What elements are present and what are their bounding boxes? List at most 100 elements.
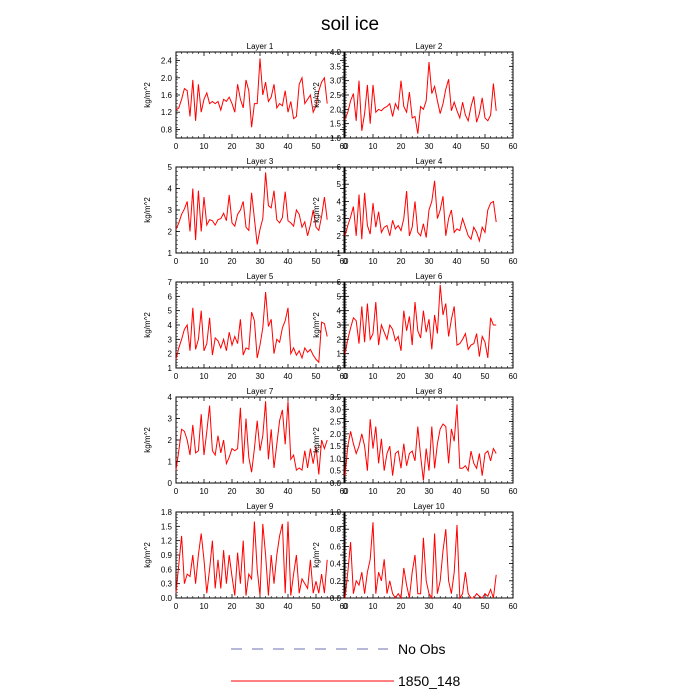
y-tick-label: 0.3 (161, 580, 173, 589)
x-tick-label: 10 (200, 142, 209, 151)
x-tick-label: 20 (228, 602, 237, 611)
y-tick-label: 1 (168, 458, 173, 467)
y-axis-label: kg/m^2 (312, 312, 321, 338)
panel-layer-2: Layer 2kg/m^20 10 20 30 40 50 601.01.52.02.53.… (312, 42, 518, 151)
x-tick-label: 10 (369, 142, 378, 151)
x-tick-label: 50 (312, 257, 321, 266)
y-tick-label: 3.0 (330, 405, 342, 414)
y-tick-label: 5 (168, 163, 173, 172)
y-tick-label: 3.5 (330, 393, 342, 402)
x-tick-label: 30 (256, 487, 265, 496)
x-tick-label: 20 (228, 142, 237, 151)
y-tick-label: 0.6 (161, 565, 173, 574)
x-tick-label: 10 (200, 257, 209, 266)
y-tick-label: 2.5 (330, 418, 342, 427)
x-tick-label: 50 (481, 257, 490, 266)
y-tick-label: 0.2 (330, 577, 342, 586)
legend: No Obs 1850_148 (231, 641, 461, 689)
x-tick-label: 0 (174, 257, 179, 266)
series-line-1850-148 (175, 58, 328, 128)
x-tick-label: 50 (312, 602, 321, 611)
x-tick-label: 50 (481, 142, 490, 151)
x-tick-label: 10 (200, 602, 209, 611)
y-tick-label: 0.4 (330, 560, 342, 569)
y-tick-label: 1 (337, 249, 342, 258)
y-axis-label: kg/m^2 (143, 197, 152, 223)
x-tick-label: 60 (340, 487, 349, 496)
panel-layer-8: Layer 8kg/m^20 10 20 30 40 50 600.00.51.01.52.… (312, 387, 518, 496)
y-tick-label: 0.0 (330, 479, 342, 488)
y-tick-label: 3 (168, 206, 173, 215)
y-tick-label: 1.0 (330, 134, 342, 143)
series-line-1850-148 (344, 61, 497, 134)
panel-title: Layer 6 (416, 272, 443, 281)
x-tick-label: 60 (340, 142, 349, 151)
figure-title: soil ice (321, 14, 379, 35)
panel-layer-1: Layer 1 kg/m^2 0 10 20 30 40 50 60 0.8 1.2 1.6 2.0 2.… (143, 42, 349, 151)
x-tick-label: 20 (397, 487, 406, 496)
y-tick-label: 1.2 (161, 108, 173, 117)
x-tick-label: 60 (509, 142, 518, 151)
x-tick-label: 40 (284, 257, 293, 266)
panels: Layer 1kg/m^20 10 20 30 40 50 600.81.21.62.02.… (143, 42, 518, 611)
y-tick-label: 2 (337, 335, 342, 344)
x-tick-label: 0 (343, 487, 348, 496)
x-tick-label: 0 (343, 602, 348, 611)
y-tick-label: 1.8 (161, 508, 173, 517)
x-tick-label: 40 (284, 602, 293, 611)
x-tick-label: 30 (256, 372, 265, 381)
x-tick-label: 60 (509, 257, 518, 266)
y-axis-label: kg/m^2 (143, 542, 152, 568)
y-tick-label: 4 (337, 307, 342, 316)
x-tick-label: 50 (481, 602, 490, 611)
y-tick-label: 1 (168, 364, 173, 373)
y-tick-label: 6 (337, 278, 342, 287)
y-tick-label: 4.0 (330, 48, 342, 57)
x-tick-label: 30 (425, 372, 434, 381)
panel-title: Layer 10 (413, 502, 445, 511)
y-tick-label: 4 (337, 197, 342, 206)
panel-layer-9: Layer 9kg/m^20 10 20 30 40 50 600.00.30.60.91.… (143, 502, 349, 611)
x-tick-label: 20 (397, 602, 406, 611)
x-tick-label: 60 (509, 372, 518, 381)
y-tick-label: 2.0 (330, 105, 342, 114)
x-tick-label: 10 (200, 487, 209, 496)
y-axis-label: kg/m^2 (143, 427, 152, 453)
y-tick-label: 1.0 (330, 454, 342, 463)
x-tick-label: 60 (340, 372, 349, 381)
x-tick-label: 20 (228, 372, 237, 381)
y-tick-label: 0.9 (161, 551, 173, 560)
x-tick-label: 40 (284, 142, 293, 151)
panel-title: Layer 1 (247, 42, 274, 51)
x-tick-label: 0 (174, 487, 179, 496)
x-tick-label: 40 (453, 487, 462, 496)
x-tick-label: 50 (312, 372, 321, 381)
x-tick-label: 40 (453, 372, 462, 381)
y-tick-label: 5 (337, 292, 342, 301)
x-tick-label: 50 (312, 142, 321, 151)
y-axis-label: kg/m^2 (312, 197, 321, 223)
x-tick-label: 40 (284, 487, 293, 496)
x-tick-label: 60 (340, 257, 349, 266)
x-tick-label: 10 (369, 487, 378, 496)
series-line-1850-148 (175, 172, 328, 245)
y-tick-label: 0 (337, 364, 342, 373)
x-tick-label: 10 (369, 372, 378, 381)
panel-title: Layer 8 (416, 387, 443, 396)
x-tick-label: 20 (228, 487, 237, 496)
y-tick-label: 1 (337, 350, 342, 359)
x-tick-label: 0 (174, 142, 179, 151)
x-tick-label: 20 (397, 142, 406, 151)
y-tick-label: 1.5 (330, 120, 342, 129)
x-tick-label: 50 (481, 487, 490, 496)
x-tick-label: 30 (256, 257, 265, 266)
x-tick-label: 30 (425, 142, 434, 151)
y-tick-label: 3 (337, 321, 342, 330)
y-tick-label: 5 (168, 307, 173, 316)
x-tick-label: 10 (369, 602, 378, 611)
